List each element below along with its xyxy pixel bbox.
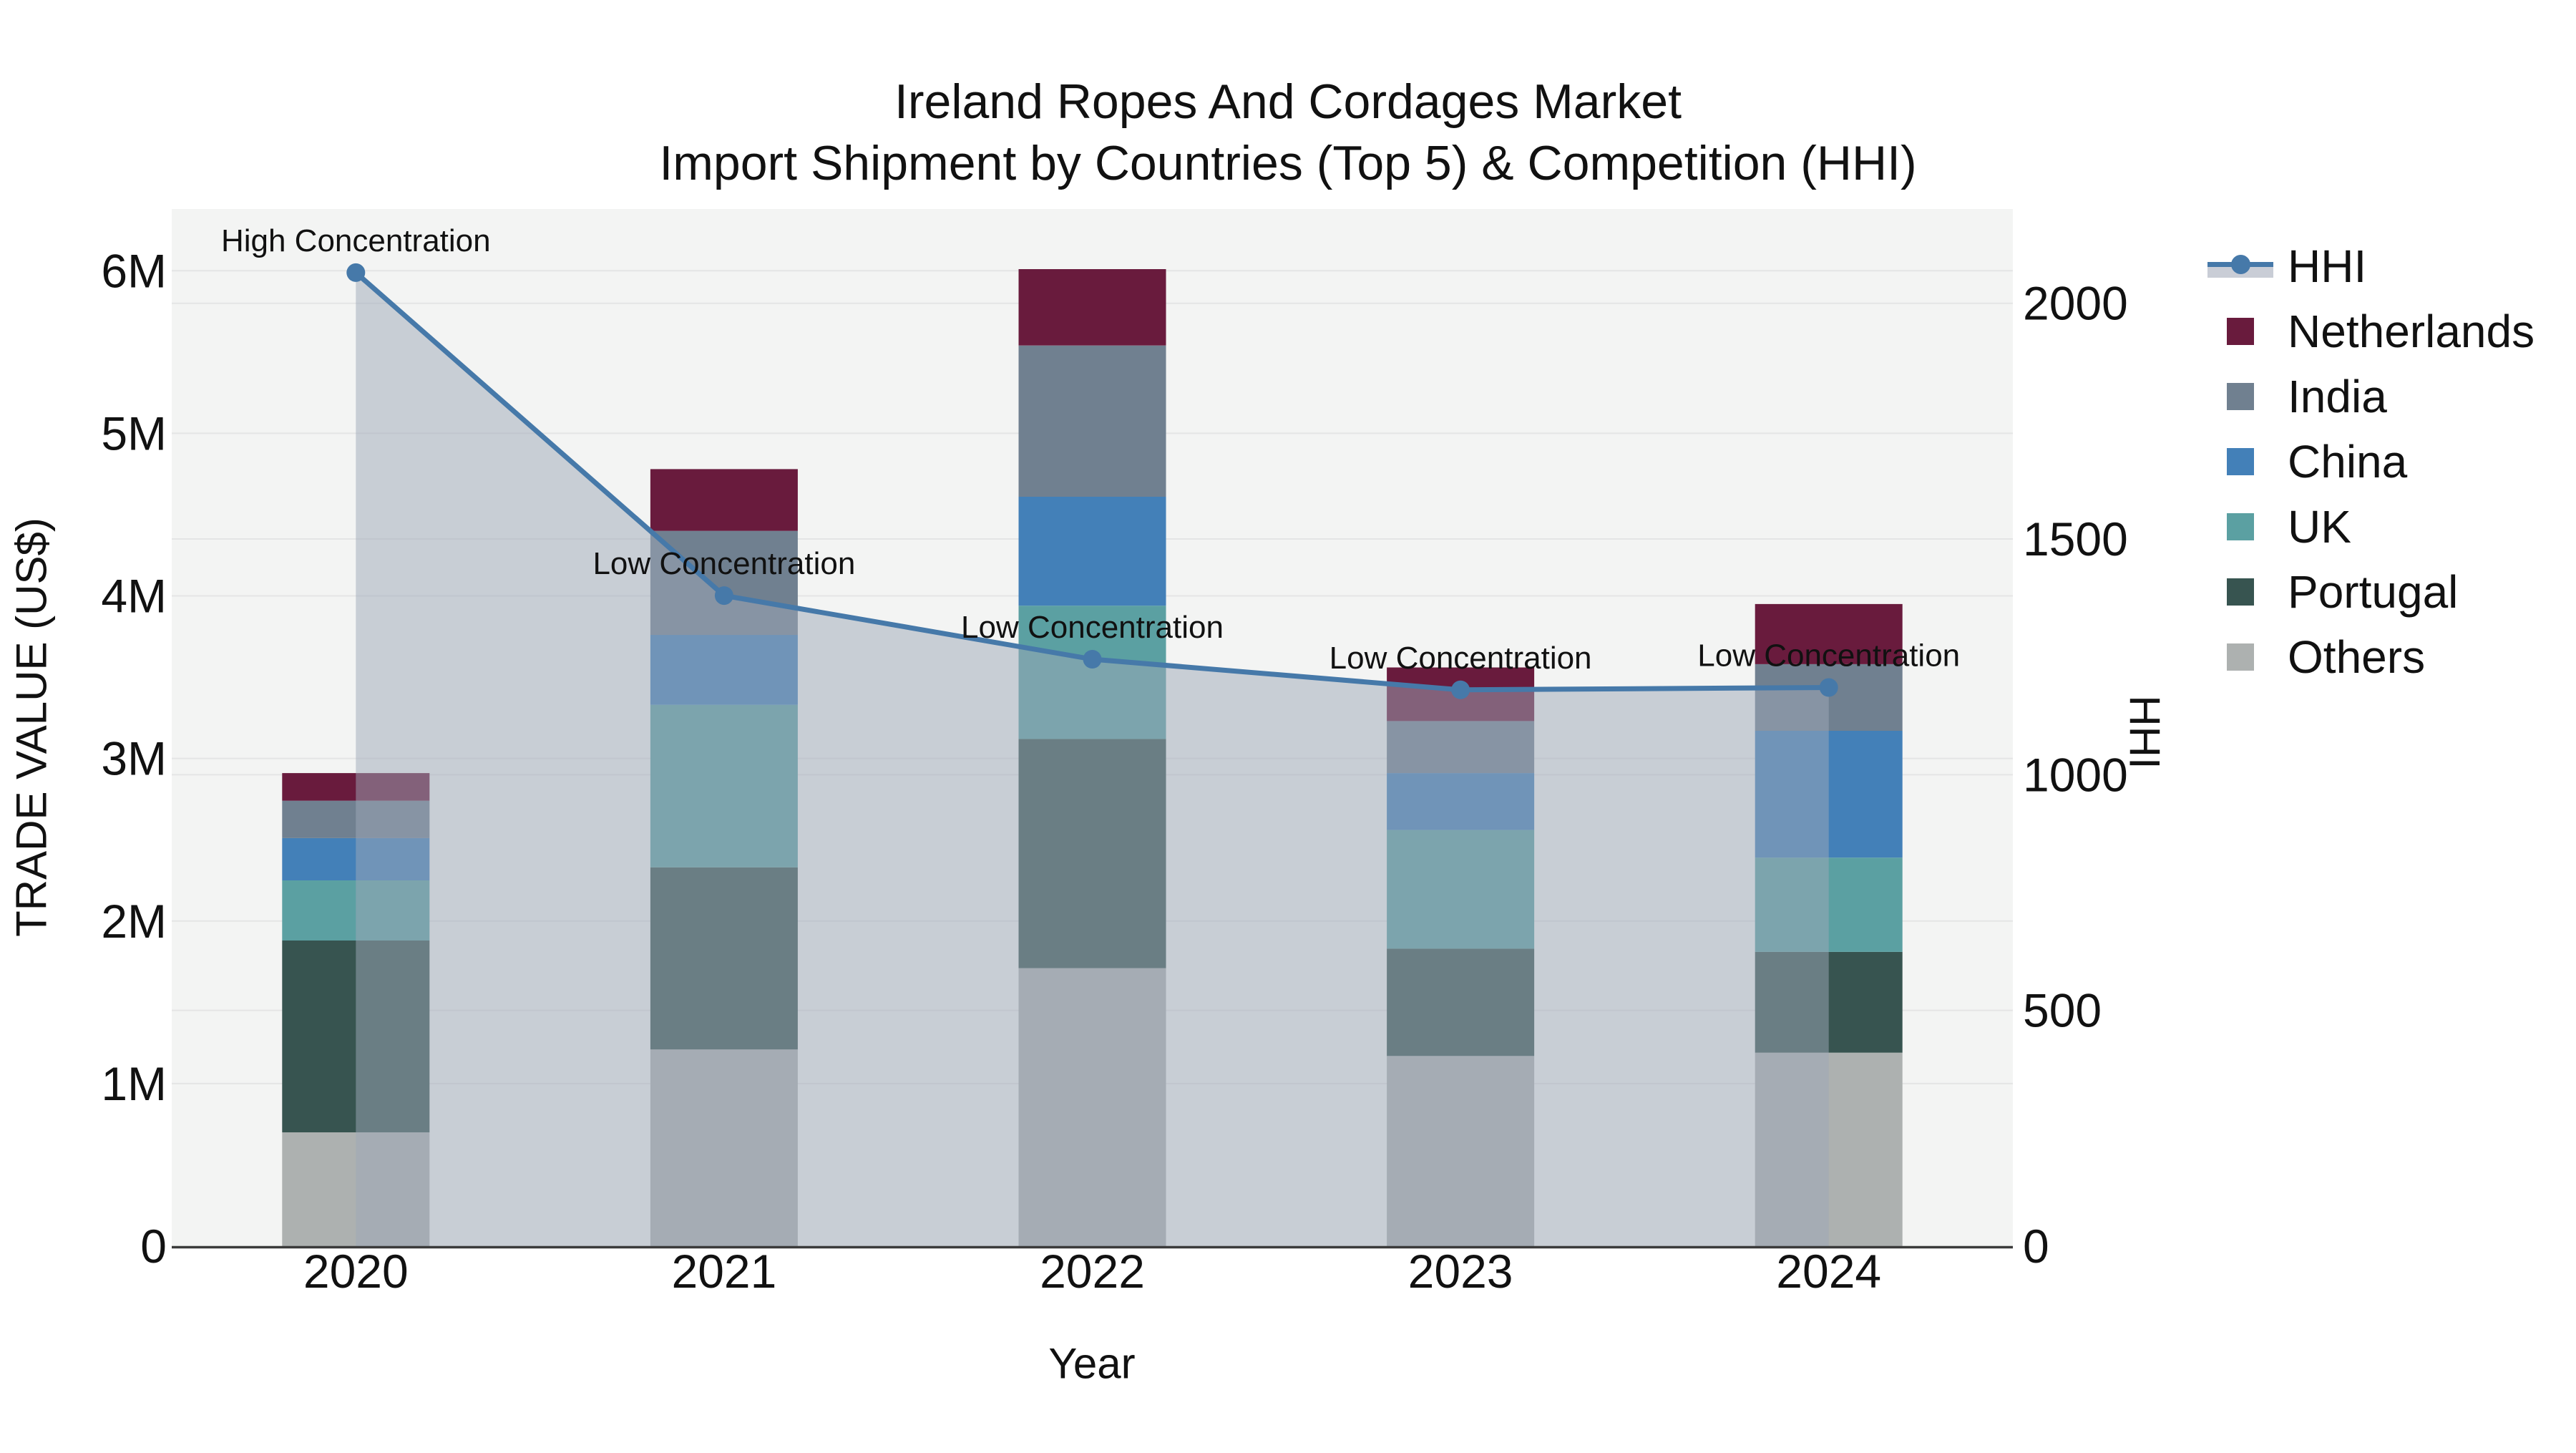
legend-label: Others xyxy=(2288,631,2426,683)
legend-label: HHI xyxy=(2288,240,2367,292)
bar-segment-China-2022 xyxy=(1018,497,1166,606)
right-tick-2000: 2000 xyxy=(2023,277,2128,330)
left-tick-2M: 2M xyxy=(101,895,167,948)
legend-item-india[interactable]: India xyxy=(2207,364,2534,429)
legend-label: Portugal xyxy=(2288,565,2459,618)
swatch-netherlands xyxy=(2227,317,2254,345)
swatch-china xyxy=(2227,447,2254,475)
x-tick-2022: 2022 xyxy=(1040,1245,1145,1298)
legend: HHI Netherlands India China UK Portugal Others xyxy=(2207,233,2534,689)
legend-label: Netherlands xyxy=(2288,305,2535,357)
hhi-dot-icon xyxy=(2231,254,2250,274)
color-swatch-icon xyxy=(2207,641,2273,673)
annotation-2020: High Concentration xyxy=(221,223,491,258)
annotation-2022: Low Concentration xyxy=(961,610,1224,645)
hhi-marker-2021[interactable] xyxy=(714,586,733,606)
legend-item-others[interactable]: Others xyxy=(2207,624,2534,689)
chart-title-line1: Ireland Ropes And Cordages Market xyxy=(894,74,1682,129)
left-axis-title: TRADE VALUE (US$) xyxy=(7,517,56,937)
hhi-line-icon xyxy=(2207,251,2273,282)
chart-title: Ireland Ropes And Cordages Market Import… xyxy=(0,71,2576,195)
bar-segment-India-2022 xyxy=(1018,345,1166,497)
legend-item-netherlands[interactable]: Netherlands xyxy=(2207,298,2534,364)
legend-label: China xyxy=(2288,435,2408,487)
hhi-marker-2022[interactable] xyxy=(1083,650,1102,669)
legend-item-uk[interactable]: UK xyxy=(2207,494,2534,559)
x-tick-2020: 2020 xyxy=(303,1245,409,1298)
swatch-uk xyxy=(2227,512,2254,540)
left-tick-5M: 5M xyxy=(101,407,167,460)
color-swatch-icon xyxy=(2207,446,2273,477)
annotation-2023: Low Concentration xyxy=(1330,641,1592,676)
legend-item-portugal[interactable]: Portugal xyxy=(2207,559,2534,624)
x-axis-title: Year xyxy=(1048,1339,1136,1388)
hhi-area-band xyxy=(356,272,1829,1246)
right-tick-1000: 1000 xyxy=(2023,748,2128,801)
left-tick-4M: 4M xyxy=(101,570,167,623)
left-tick-0: 0 xyxy=(140,1220,167,1273)
legend-label: UK xyxy=(2288,500,2351,553)
legend-label: India xyxy=(2288,370,2387,422)
bar-segment-Netherlands-2021 xyxy=(650,469,798,531)
swatch-others xyxy=(2227,643,2254,671)
hhi-marker-2024[interactable] xyxy=(1819,678,1838,697)
legend-item-hhi[interactable]: HHI xyxy=(2207,233,2534,298)
swatch-portugal xyxy=(2227,578,2254,606)
left-tick-3M: 3M xyxy=(101,732,167,785)
right-tick-1500: 1500 xyxy=(2023,512,2128,565)
color-swatch-icon xyxy=(2207,576,2273,608)
x-tick-2024: 2024 xyxy=(1776,1245,1881,1298)
chart-title-line2: Import Shipment by Countries (Top 5) & C… xyxy=(659,136,1917,191)
left-tick-1M: 1M xyxy=(101,1057,167,1110)
legend-item-china[interactable]: China xyxy=(2207,429,2534,494)
color-swatch-icon xyxy=(2207,511,2273,543)
right-axis-title: HHI xyxy=(2120,695,2169,769)
annotation-2024: Low Concentration xyxy=(1697,638,1960,674)
color-swatch-icon xyxy=(2207,381,2273,412)
hhi-marker-2020[interactable] xyxy=(346,263,366,282)
right-tick-0: 0 xyxy=(2023,1220,2049,1273)
hhi-marker-2023[interactable] xyxy=(1451,680,1470,699)
left-tick-6M: 6M xyxy=(101,244,167,297)
color-swatch-icon xyxy=(2207,316,2273,347)
swatch-india xyxy=(2227,382,2254,410)
bar-segment-Netherlands-2024 xyxy=(1755,603,1903,664)
bar-segment-Netherlands-2022 xyxy=(1018,269,1166,346)
right-tick-500: 500 xyxy=(2023,984,2102,1037)
annotation-2021: Low Concentration xyxy=(592,546,855,581)
x-tick-2023: 2023 xyxy=(1408,1245,1513,1298)
x-tick-2021: 2021 xyxy=(671,1245,776,1298)
